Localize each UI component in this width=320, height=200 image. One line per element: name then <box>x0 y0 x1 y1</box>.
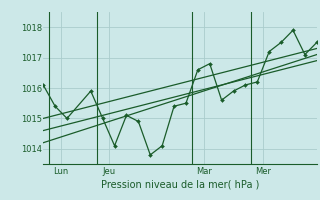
X-axis label: Pression niveau de la mer( hPa ): Pression niveau de la mer( hPa ) <box>101 180 259 190</box>
